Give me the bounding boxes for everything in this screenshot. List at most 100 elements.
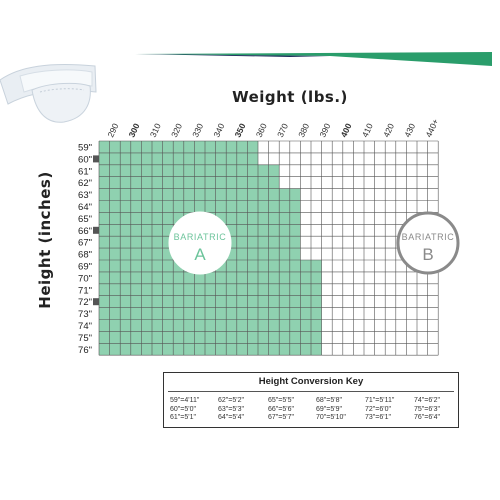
region-a-cell (236, 176, 248, 189)
region-a-cell (289, 283, 301, 296)
region-a-cell (130, 236, 142, 249)
x-tick-label: 410 (360, 122, 375, 139)
region-a-cell (205, 164, 216, 177)
region-a-cell (99, 212, 110, 225)
x-tick-label: 390 (317, 122, 332, 139)
key-entry: 66"=5'6" (268, 405, 294, 413)
region-a-cell (226, 307, 237, 320)
badge-bariatric-a: BARIATRIC A (168, 211, 232, 275)
region-a-cell (311, 319, 322, 332)
region-a-cell (162, 319, 174, 332)
region-a-cell (183, 188, 195, 201)
region-a-cell (247, 295, 258, 308)
badge-bariatric-b: BARIATRIC B (396, 211, 460, 275)
size-chart: 290 300 310 320 330 340 350 360 370 380 390 400 410 4… (78, 117, 460, 356)
region-a-cell (120, 188, 131, 201)
region-a-cell (152, 319, 163, 332)
region-a-cell (236, 307, 248, 320)
region-a-cell (268, 248, 280, 260)
region-a-cell (120, 164, 131, 177)
region-a-cell (130, 307, 142, 320)
region-a-cell (152, 331, 163, 344)
y-tick-label: 61" (78, 166, 92, 177)
region-a-cell (99, 260, 110, 272)
region-a-cell (141, 188, 152, 201)
region-a-cell (205, 283, 216, 296)
x-tick-label: 340 (211, 122, 226, 139)
region-a-cell (152, 271, 163, 284)
height-conversion-key: Height Conversion Key 59"=4'11" 60"=5'0" 6… (163, 372, 459, 428)
region-a-cell (226, 283, 237, 296)
region-a-cell (152, 283, 163, 296)
region-a-cell (289, 188, 301, 201)
region-a-cell (205, 307, 216, 320)
region-a-cell (152, 307, 163, 320)
region-a-cell (109, 224, 121, 237)
key-title: Height Conversion Key (258, 376, 364, 387)
region-a-cell (279, 307, 290, 320)
region-a-cell (152, 164, 163, 177)
region-a-cell (215, 188, 227, 201)
region-a-cell (258, 248, 269, 260)
region-a-cell (109, 343, 121, 356)
region-a-cell (141, 164, 152, 177)
key-entry: 71"=5'11" (365, 397, 395, 404)
region-a-cell (173, 343, 184, 356)
region-a-cell (300, 271, 311, 284)
x-tick-label: 300 (127, 122, 142, 139)
region-a-cell (152, 224, 163, 237)
region-a-cell (120, 200, 131, 213)
region-a-cell (226, 343, 237, 356)
y-tick-label: 75" (78, 333, 92, 344)
region-a-cell (247, 164, 258, 177)
key-column: 71"=5'11" 72"=6'0" 73"=6'1" (365, 397, 394, 423)
key-entry: 70"=5'10" (316, 414, 346, 422)
region-a-cell (141, 343, 152, 356)
region-a-cell (268, 319, 280, 332)
region-a-cell (194, 343, 205, 356)
region-a-cell (130, 188, 142, 201)
region-a-cell (120, 331, 131, 344)
region-a-cell (258, 295, 269, 308)
region-a-cell (109, 188, 121, 201)
region-a-cell (173, 176, 184, 189)
region-a-cell (173, 200, 184, 213)
region-a-cell (99, 283, 110, 296)
region-a-cell (173, 212, 184, 225)
region-a-cell (226, 331, 237, 344)
region-a-cell (268, 295, 280, 308)
region-a-cell (311, 331, 322, 344)
region-a-cell (194, 271, 205, 284)
region-a-cell (226, 319, 237, 332)
region-a-cell (120, 283, 131, 296)
region-a-cell (99, 188, 110, 201)
stripe-green (135, 52, 492, 66)
region-a-cell (194, 176, 205, 189)
region-a-cell (311, 307, 322, 320)
x-tick-label: 420 (381, 122, 396, 139)
region-a-cell (300, 343, 311, 356)
region-a-cell (205, 331, 216, 344)
y-tick-label: 65" (78, 214, 92, 225)
region-a-cell (99, 343, 110, 356)
region-a-cell (236, 200, 248, 213)
x-tick-label: 290 (105, 122, 120, 139)
region-a-cell (226, 248, 237, 260)
key-column: 74"=6'2" 75"=6'3" 76"=6'4" (414, 397, 440, 423)
region-a-cell (289, 260, 301, 272)
region-a-cell (194, 188, 205, 201)
region-a-cell (162, 295, 174, 308)
region-a-cell (268, 283, 280, 296)
region-a-cell (152, 248, 163, 260)
region-a-cell (247, 319, 258, 332)
region-a-cell (162, 283, 174, 296)
region-a-cell (99, 248, 110, 260)
region-a-cell (99, 307, 110, 320)
region-a-cell (194, 295, 205, 308)
x-tick-label: 330 (190, 122, 205, 139)
region-a-cell (183, 176, 195, 189)
region-a-cell (152, 236, 163, 249)
region-a-cell (279, 200, 290, 213)
region-a-cell (258, 176, 269, 189)
region-a-cell (215, 164, 227, 177)
